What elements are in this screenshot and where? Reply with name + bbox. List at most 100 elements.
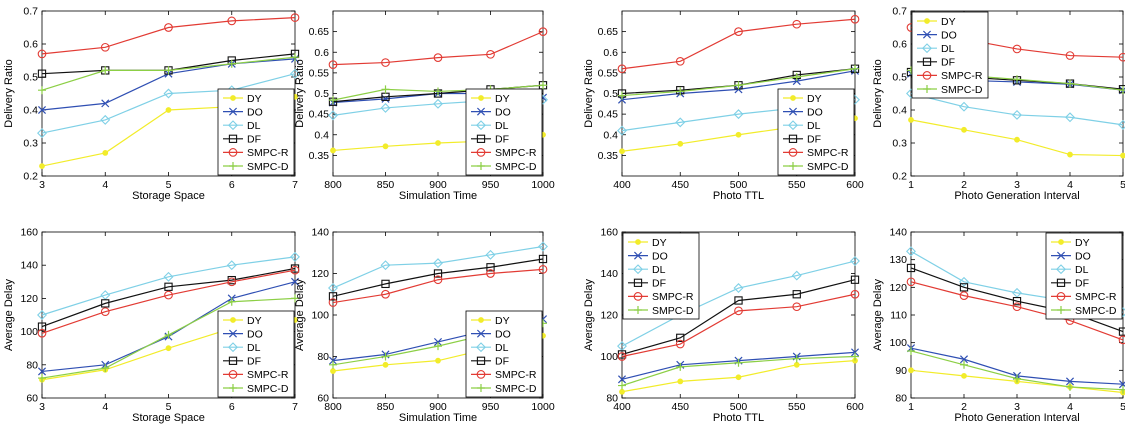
- x-tick-label: 6: [229, 401, 235, 413]
- y-tick-label: 100: [889, 337, 907, 349]
- x-axis-label: Simulation Time: [399, 412, 477, 424]
- x-tick-label: 4: [1067, 401, 1073, 413]
- y-axis-label: Delivery Ratio: [583, 59, 595, 127]
- data-point: [1118, 335, 1125, 345]
- data-point: [961, 372, 967, 379]
- x-tick-label: 6: [229, 179, 235, 191]
- data-point: [381, 58, 390, 67]
- legend-marker: [633, 292, 643, 301]
- y-tick-label: 100: [311, 310, 329, 322]
- data-point: [959, 355, 969, 364]
- y-tick-label: 80: [26, 359, 38, 371]
- legend-label: SMPC-R: [247, 369, 289, 381]
- chart-6: 800 850 900 950 1000 60 80 100 120 140 Simulation …: [294, 227, 555, 425]
- legend-marker: [1057, 306, 1065, 314]
- legend-label: DO: [941, 29, 957, 41]
- y-tick-label: 0.4: [23, 105, 38, 117]
- data-point: [1119, 86, 1125, 95]
- y-tick-label: 0.55: [598, 67, 619, 79]
- series-smpc-d: [38, 53, 299, 95]
- data-point: [733, 109, 744, 120]
- legend-marker: [476, 148, 486, 157]
- x-tick-label: 3: [1014, 179, 1020, 191]
- series-line: [41, 256, 296, 316]
- data-point: [792, 302, 802, 312]
- data-point: [37, 367, 47, 376]
- y-tick-label: 140: [20, 260, 38, 272]
- legend-label: DY: [941, 16, 956, 28]
- y-axis-label: Average Delay: [872, 279, 884, 351]
- data-point: [164, 23, 173, 32]
- y-tick-label: 160: [20, 227, 38, 239]
- data-point: [734, 296, 743, 305]
- data-point: [486, 269, 495, 278]
- data-point: [382, 143, 389, 150]
- series-smpc-r: [328, 265, 548, 307]
- x-tick-label: 7: [292, 401, 298, 413]
- x-axis-label: Storage Space: [132, 412, 205, 424]
- legend-box: [217, 310, 295, 398]
- data-point: [100, 307, 110, 317]
- data-point: [734, 306, 743, 316]
- data-point: [165, 107, 172, 113]
- y-tick-label: 0.6: [23, 39, 38, 51]
- legend-label: DO: [495, 328, 511, 340]
- y-tick-label: 0.35: [309, 150, 330, 162]
- series-dl: [37, 251, 300, 320]
- x-tick-label: 600: [846, 179, 864, 191]
- y-tick-label: 80: [895, 393, 907, 405]
- data-point: [733, 283, 744, 294]
- series-smpc-d: [38, 294, 299, 383]
- x-tick-label: 550: [788, 401, 806, 413]
- legend-label: DY: [495, 93, 510, 105]
- chart-7: 400 450 500 550 600 80 100 120 140 160 Photo TTL Av…: [583, 227, 864, 425]
- data-point: [676, 333, 685, 342]
- y-tick-label: 0.6: [892, 39, 907, 51]
- chart-2: 800 850 900 950 1000 0.35 0.4 0.45 0.5 0.55 0.6 0.6…: [294, 10, 555, 202]
- data-point: [675, 117, 686, 128]
- data-point: [538, 27, 548, 36]
- data-point: [850, 14, 860, 24]
- y-tick-label: 120: [311, 268, 329, 280]
- data-point: [792, 290, 801, 299]
- data-point: [328, 110, 338, 121]
- data-point: [1012, 44, 1022, 54]
- legend-label: SMPC-R: [941, 70, 983, 82]
- data-point: [328, 298, 338, 307]
- legend-marker: [478, 95, 484, 101]
- data-point: [906, 277, 916, 287]
- series-smpc-d: [618, 64, 859, 100]
- data-point: [37, 128, 47, 139]
- data-point: [734, 27, 743, 36]
- y-tick-label: 100: [600, 351, 618, 363]
- legend-label: SMPC-D: [495, 383, 537, 395]
- chart-5: 3 4 5 6 7 60 80 100 120 140 160 Storage Space Averag…: [3, 227, 300, 424]
- data-point: [791, 270, 802, 281]
- series-line: [621, 18, 856, 70]
- data-point: [676, 87, 685, 96]
- data-point: [959, 291, 969, 300]
- data-point: [100, 42, 110, 52]
- data-point: [39, 163, 45, 170]
- x-tick-label: 1: [908, 179, 914, 191]
- x-tick-label: 5: [166, 401, 172, 413]
- legend-marker: [790, 95, 796, 101]
- data-point: [1013, 374, 1021, 383]
- data-point: [959, 101, 969, 112]
- legend-label: DF: [941, 57, 955, 69]
- data-point: [163, 88, 174, 99]
- data-point: [37, 328, 47, 338]
- legend-marker: [476, 329, 486, 338]
- data-point: [792, 73, 801, 81]
- legend-label: DL: [941, 43, 955, 55]
- x-tick-label: 450: [671, 179, 689, 191]
- data-point: [290, 251, 300, 262]
- x-tick-label: 850: [377, 401, 395, 413]
- data-point: [908, 117, 914, 123]
- x-tick-label: 7: [292, 179, 298, 191]
- data-point: [227, 59, 236, 68]
- legend-marker: [1056, 264, 1066, 275]
- series-line: [332, 268, 544, 304]
